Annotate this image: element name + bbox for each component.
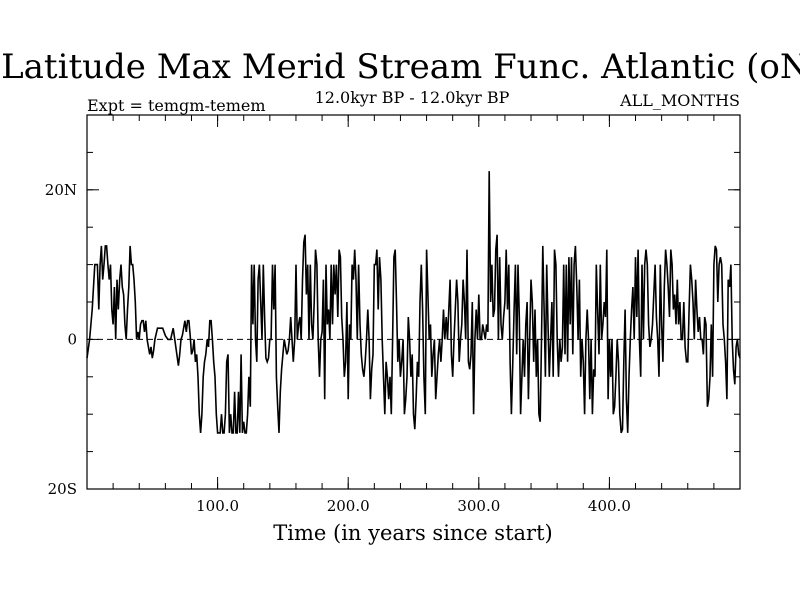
y-tick-label: 20N: [45, 181, 77, 199]
plot-area: 20N 0 20S 100.0 200.0 300.0 400.0: [45, 114, 741, 515]
subtitle-center: 12.0kyr BP - 12.0kyr BP: [315, 88, 510, 107]
x-tick-label: 200.0: [327, 497, 370, 515]
series-line-latitude: [86, 171, 741, 434]
y-tick-label: 20S: [48, 480, 77, 498]
x-tick-label: 300.0: [457, 497, 500, 515]
plot-frame: [86, 114, 741, 490]
subtitle-right: ALL_MONTHS: [619, 91, 740, 110]
y-tick-label: 0: [67, 330, 77, 348]
subtitle-left: Expt = temgm-temem: [87, 96, 266, 115]
x-axis-label: Time (in years since start): [273, 521, 552, 545]
x-tick-label: 400.0: [588, 497, 631, 515]
x-tick-label: 100.0: [196, 497, 239, 515]
chart-title: Latitude Max Merid Stream Func. Atlantic…: [1, 47, 800, 87]
